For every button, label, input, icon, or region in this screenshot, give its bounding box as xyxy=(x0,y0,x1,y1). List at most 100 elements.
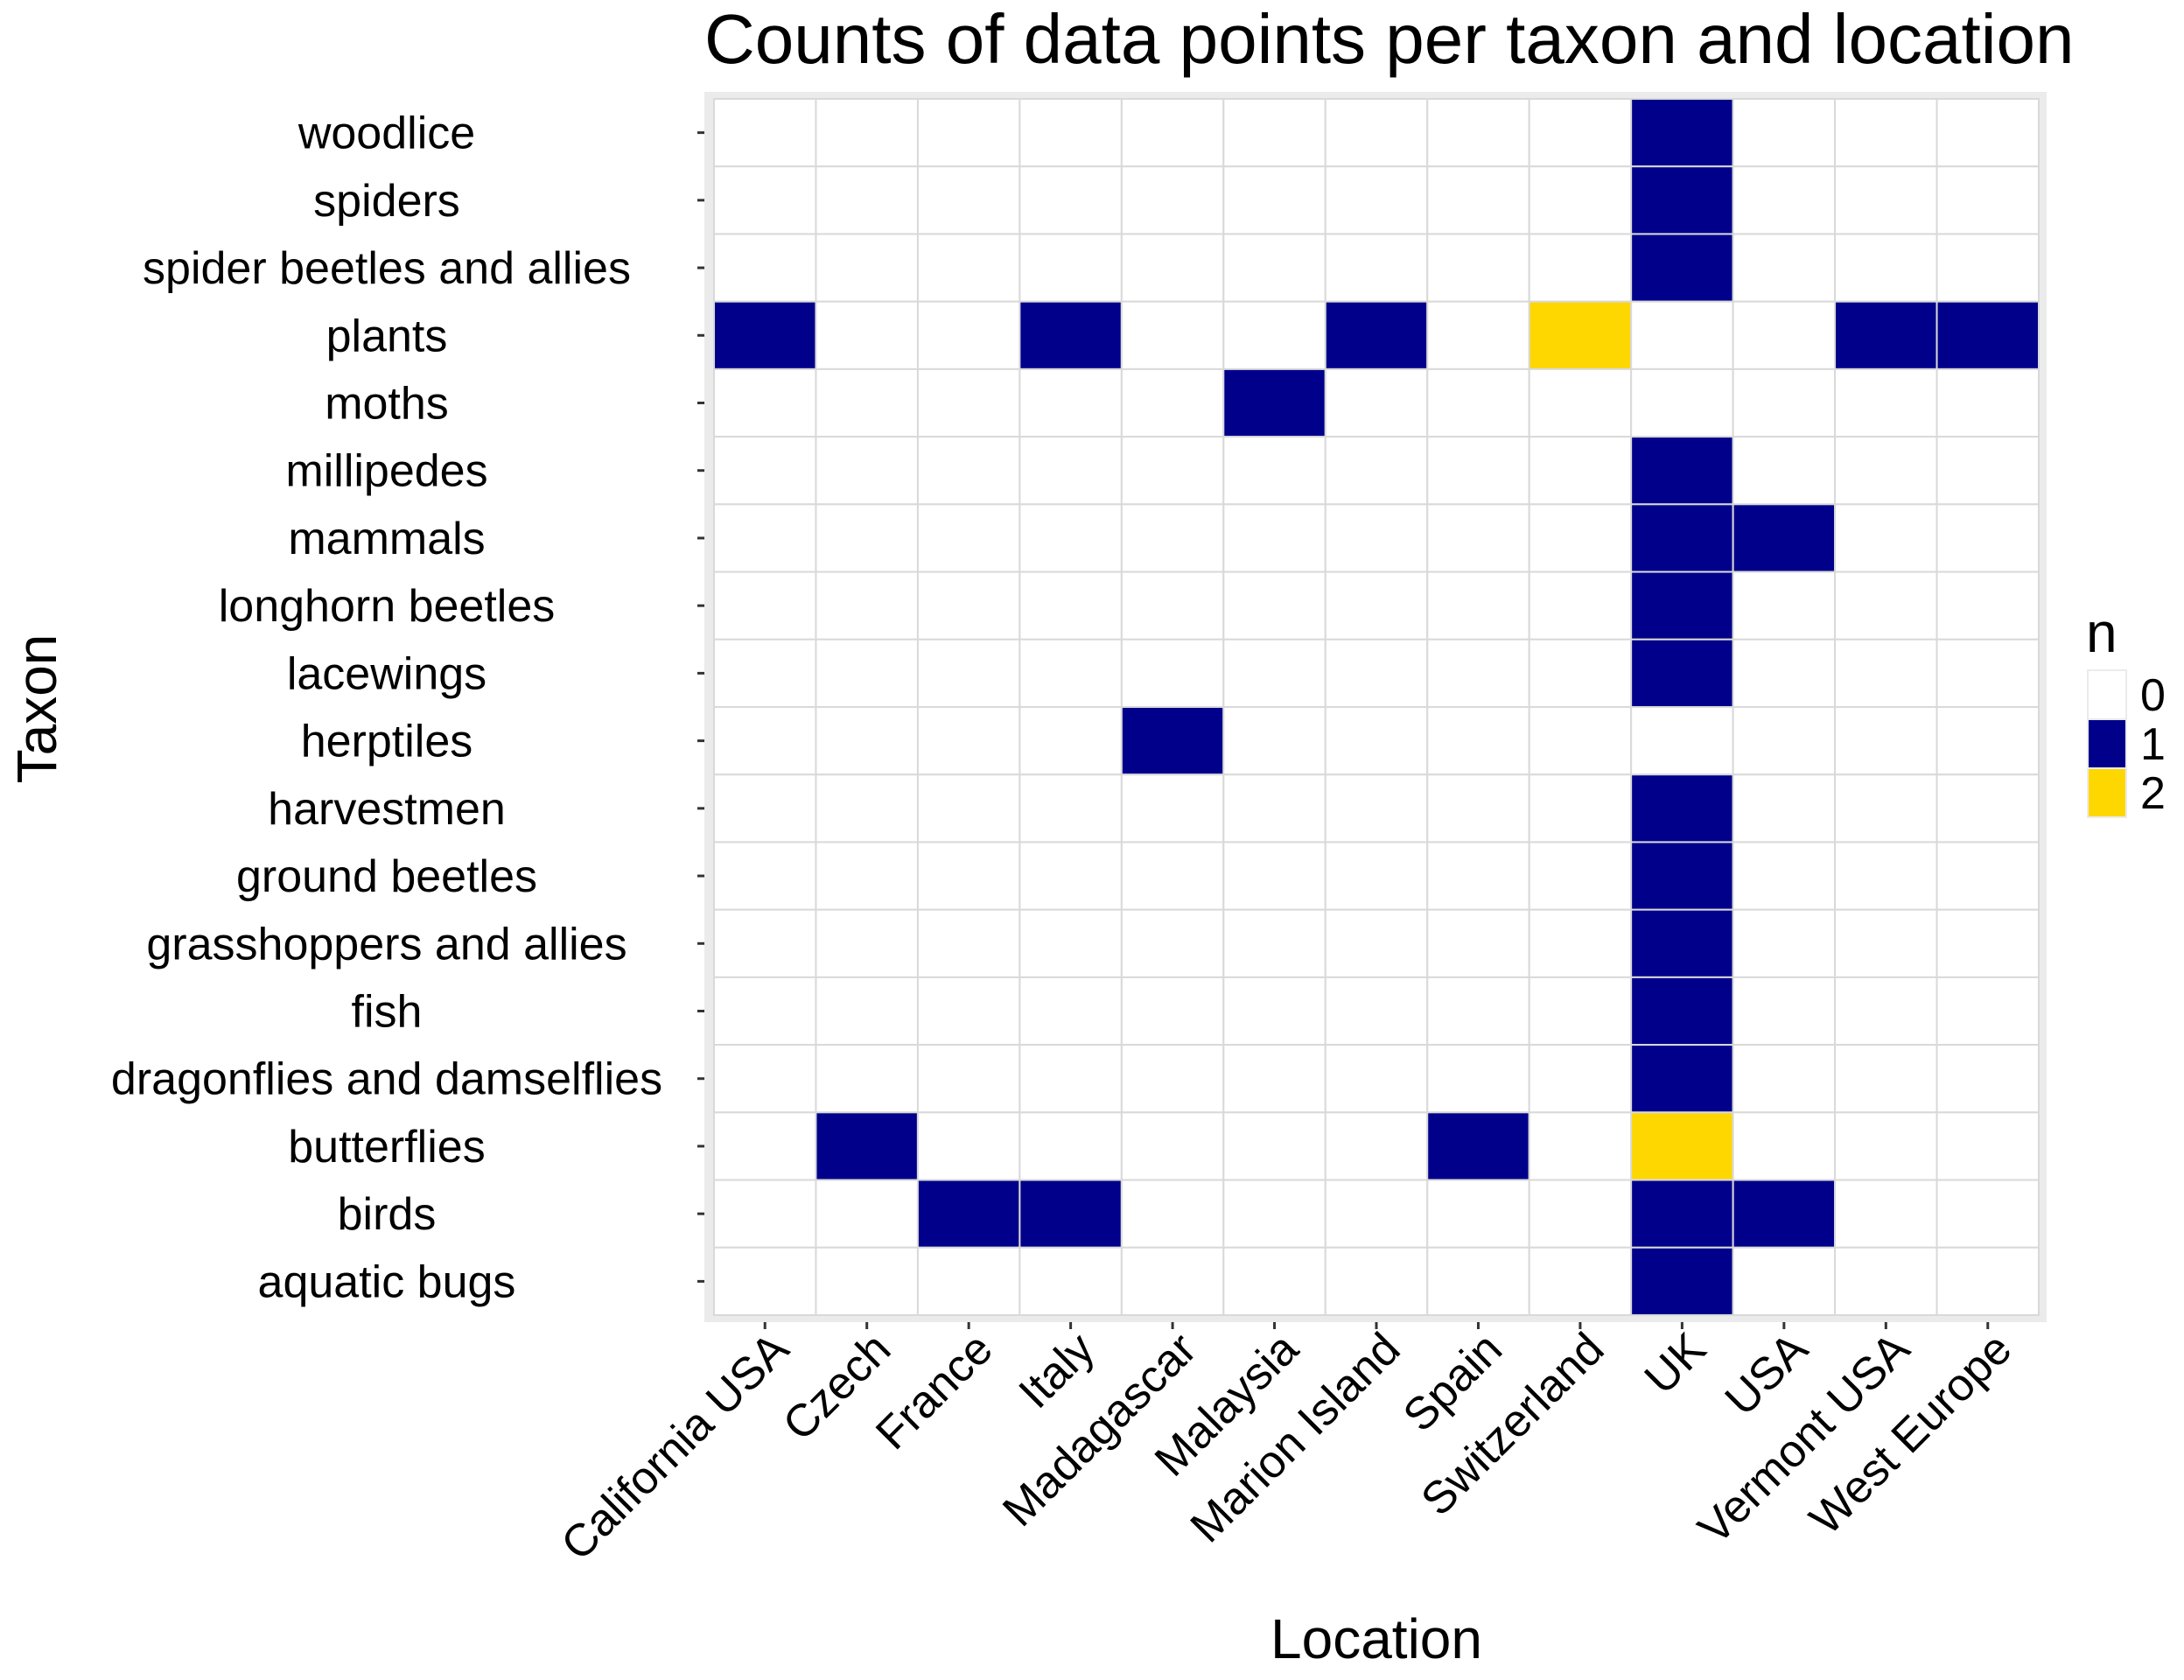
tile-longhorn-beetles-California-USA xyxy=(713,570,817,640)
tile-herptiles-West-Europe xyxy=(1936,706,2040,776)
tile-spider-beetles-and-allies-Madagascar xyxy=(1120,233,1225,303)
tile-birds-Spain xyxy=(1426,1179,1530,1249)
tile-spiders-Marion-Island xyxy=(1324,165,1429,235)
tile-longhorn-beetles-Czech xyxy=(815,570,919,640)
tile-mammals-Madagascar xyxy=(1120,503,1225,573)
tile-mammals-Czech xyxy=(815,503,919,573)
tile-spiders-Italy xyxy=(1018,165,1123,235)
tile-aquatic-bugs-California-USA xyxy=(713,1246,817,1317)
tile-aquatic-bugs-Vermont-USA xyxy=(1834,1246,1938,1317)
tile-fish-Marion-Island xyxy=(1324,976,1429,1046)
tile-birds-Vermont-USA xyxy=(1834,1179,1938,1249)
legend-title: n xyxy=(2086,601,2118,664)
tile-herptiles-Malaysia xyxy=(1222,706,1326,776)
tile-spider-beetles-and-allies-Spain xyxy=(1426,233,1530,303)
y-tick-label: herptiles xyxy=(301,717,473,767)
tile-longhorn-beetles-West-Europe xyxy=(1936,570,2040,640)
tile-longhorn-beetles-Marion-Island xyxy=(1324,570,1429,640)
tile-spiders-West-Europe xyxy=(1936,165,2040,235)
tile-butterflies-Marion-Island xyxy=(1324,1111,1429,1181)
tile-fish-Czech xyxy=(815,976,919,1046)
tile-millipedes-Italy xyxy=(1018,436,1123,506)
tile-millipedes-Marion-Island xyxy=(1324,436,1429,506)
tile-harvestmen-Switzerland xyxy=(1528,774,1633,844)
tile-grasshoppers-and-allies-West-Europe xyxy=(1936,908,2040,978)
tile-millipedes-Vermont-USA xyxy=(1834,436,1938,506)
tile-lacewings-Spain xyxy=(1426,638,1530,708)
tile-aquatic-bugs-Switzerland xyxy=(1528,1246,1633,1317)
tile-woodlice-UK xyxy=(1630,98,1734,168)
tile-butterflies-Czech xyxy=(815,1111,919,1181)
y-axis-title: Taxon xyxy=(5,634,68,784)
tile-grasshoppers-and-allies-USA xyxy=(1732,908,1837,978)
tile-moths-Vermont-USA xyxy=(1834,368,1938,438)
tile-longhorn-beetles-France xyxy=(916,570,1021,640)
tile-moths-West-Europe xyxy=(1936,368,2040,438)
tile-aquatic-bugs-USA xyxy=(1732,1246,1837,1317)
tile-aquatic-bugs-Czech xyxy=(815,1246,919,1317)
y-tick-label: mammals xyxy=(288,514,485,564)
tile-birds-Malaysia xyxy=(1222,1179,1326,1249)
tile-woodlice-Switzerland xyxy=(1528,98,1633,168)
tile-harvestmen-USA xyxy=(1732,774,1837,844)
y-tick-label: woodlice xyxy=(298,108,475,159)
tile-moths-Italy xyxy=(1018,368,1123,438)
tile-lacewings-California-USA xyxy=(713,638,817,708)
tile-fish-USA xyxy=(1732,976,1837,1046)
tile-herptiles-UK xyxy=(1630,706,1734,776)
tile-butterflies-Spain xyxy=(1426,1111,1530,1181)
tile-mammals-France xyxy=(916,503,1021,573)
tile-birds-Marion-Island xyxy=(1324,1179,1429,1249)
tile-birds-Italy xyxy=(1018,1179,1123,1249)
tile-ground-beetles-USA xyxy=(1732,841,1837,911)
tile-longhorn-beetles-Spain xyxy=(1426,570,1530,640)
tile-spiders-USA xyxy=(1732,165,1837,235)
y-tick-label: grasshoppers and allies xyxy=(146,919,626,970)
tile-woodlice-California-USA xyxy=(713,98,817,168)
tile-ground-beetles-Italy xyxy=(1018,841,1123,911)
tile-plants-Madagascar xyxy=(1120,300,1225,370)
tile-moths-Madagascar xyxy=(1120,368,1225,438)
tile-spider-beetles-and-allies-California-USA xyxy=(713,233,817,303)
tile-spiders-Czech xyxy=(815,165,919,235)
y-tick-label: plants xyxy=(326,311,448,361)
tile-grasshoppers-and-allies-Marion-Island xyxy=(1324,908,1429,978)
tile-spider-beetles-and-allies-Vermont-USA xyxy=(1834,233,1938,303)
tile-millipedes-France xyxy=(916,436,1021,506)
tile-lacewings-Italy xyxy=(1018,638,1123,708)
tile-millipedes-Spain xyxy=(1426,436,1530,506)
tile-herptiles-California-USA xyxy=(713,706,817,776)
tile-spider-beetles-and-allies-Switzerland xyxy=(1528,233,1633,303)
legend-key xyxy=(2087,718,2127,769)
chart-title: Counts of data points per taxon and loca… xyxy=(704,0,2075,78)
tile-aquatic-bugs-Malaysia xyxy=(1222,1246,1326,1317)
tile-spiders-Vermont-USA xyxy=(1834,165,1938,235)
y-tick-label: birds xyxy=(338,1189,437,1240)
tile-dragonflies-and-damselflies-Switzerland xyxy=(1528,1044,1633,1114)
tile-moths-Switzerland xyxy=(1528,368,1633,438)
tile-ground-beetles-West-Europe xyxy=(1936,841,2040,911)
tile-spider-beetles-and-allies-West-Europe xyxy=(1936,233,2040,303)
y-tick-label: harvestmen xyxy=(268,784,506,835)
tile-ground-beetles-Marion-Island xyxy=(1324,841,1429,911)
tile-lacewings-West-Europe xyxy=(1936,638,2040,708)
tile-harvestmen-Czech xyxy=(815,774,919,844)
tile-fish-West-Europe xyxy=(1936,976,2040,1046)
tile-dragonflies-and-damselflies-Vermont-USA xyxy=(1834,1044,1938,1114)
tile-grasshoppers-and-allies-France xyxy=(916,908,1021,978)
tile-herptiles-Czech xyxy=(815,706,919,776)
tile-spiders-France xyxy=(916,165,1021,235)
tile-ground-beetles-Switzerland xyxy=(1528,841,1633,911)
y-axis: woodlice spiders spider beetles and allies… xyxy=(111,108,704,1307)
tile-lacewings-Switzerland xyxy=(1528,638,1633,708)
tile-plants-Malaysia xyxy=(1222,300,1326,370)
tile-herptiles-USA xyxy=(1732,706,1837,776)
tile-woodlice-Czech xyxy=(815,98,919,168)
tile-fish-Spain xyxy=(1426,976,1530,1046)
tile-dragonflies-and-damselflies-Marion-Island xyxy=(1324,1044,1429,1114)
tile-longhorn-beetles-Madagascar xyxy=(1120,570,1225,640)
tile-moths-Malaysia xyxy=(1222,368,1326,438)
tile-aquatic-bugs-Spain xyxy=(1426,1246,1530,1317)
